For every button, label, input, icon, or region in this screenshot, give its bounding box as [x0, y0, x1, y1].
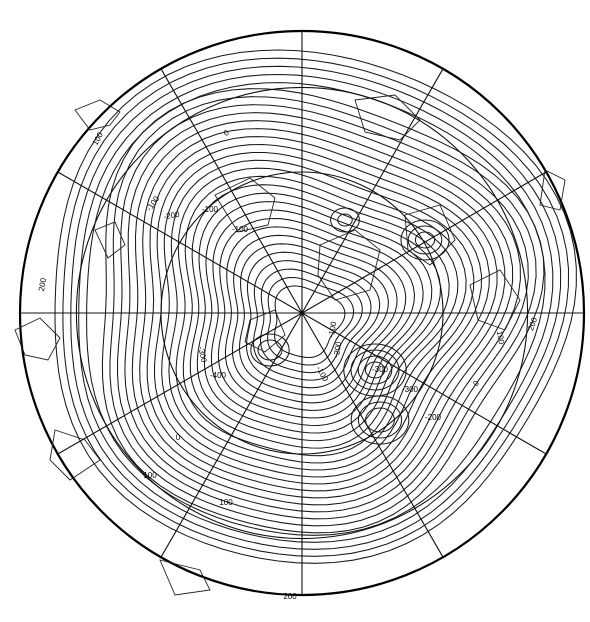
- contour-line: [78, 73, 554, 543]
- coastline: [317, 229, 381, 301]
- coastline: [539, 169, 566, 211]
- coastline: [94, 221, 126, 259]
- contour-line: [189, 184, 450, 449]
- contour-line: [259, 268, 363, 374]
- contour-label: 200: [37, 277, 48, 292]
- contour-line: [70, 65, 562, 550]
- closed-cell-contour: [350, 395, 410, 445]
- contour-line: [101, 88, 545, 534]
- closed-cell-contour: [357, 355, 393, 385]
- contour-line: [168, 159, 475, 471]
- closed-cell-contour: [364, 361, 386, 379]
- contour-label: -100: [202, 205, 219, 214]
- contour-line: [124, 112, 521, 513]
- contour-label: -300: [196, 346, 208, 364]
- contour-line: [231, 234, 398, 404]
- coastline: [244, 309, 286, 353]
- closed-cell-contour: [357, 401, 403, 439]
- contour-line: [54, 49, 577, 564]
- coastline: [49, 429, 101, 481]
- contour-label: -400: [210, 371, 227, 380]
- coastline: [404, 204, 456, 266]
- contour-label: -100: [232, 225, 249, 234]
- meridian-line: [57, 171, 547, 455]
- contour-label: -200: [425, 413, 442, 422]
- coastline: [469, 269, 521, 331]
- contour-line: [217, 217, 415, 419]
- closed-cell-contour: [337, 213, 353, 227]
- contour-label: -100: [327, 320, 339, 338]
- contour-label: 0: [176, 433, 181, 442]
- contour-line: [238, 243, 389, 396]
- coastlines: [14, 94, 566, 596]
- contour-label: -300: [372, 365, 389, 374]
- contour-line: [161, 151, 483, 478]
- contour-line: [109, 96, 537, 527]
- contour-line: [224, 226, 407, 411]
- closed-cell-contour: [257, 339, 283, 361]
- contour-label: 0: [222, 128, 232, 138]
- contour-line: [131, 120, 514, 506]
- contour-label: 100: [495, 330, 506, 345]
- latitude-circle: [75, 86, 529, 540]
- contour-line: [86, 82, 546, 536]
- contour-line: [203, 201, 433, 434]
- contour-label: 200: [283, 592, 297, 601]
- contour-label: -200: [163, 210, 181, 222]
- closed-cell-contour: [350, 349, 400, 391]
- contour-label: 100: [143, 471, 157, 480]
- contour-line: [146, 136, 498, 492]
- closed-cell-contour: [330, 207, 360, 233]
- contour-line: [62, 57, 570, 557]
- contour-label: 0: [471, 378, 481, 388]
- contour-line: [196, 192, 442, 442]
- latitude-circle: [160, 171, 444, 455]
- coastline: [214, 177, 276, 233]
- closed-cell-contour: [400, 219, 450, 261]
- contour-line: [139, 128, 506, 499]
- contour-label: -200: [332, 340, 344, 358]
- coastline: [354, 94, 421, 141]
- contour-label: 100: [219, 498, 233, 507]
- closed-cell-contour: [407, 225, 443, 255]
- contour-line: [210, 209, 424, 427]
- closed-cell-contour: [414, 231, 436, 249]
- contour-label: 200: [526, 316, 539, 332]
- closed-cell-contour: [250, 333, 290, 367]
- contour-line: [252, 260, 372, 381]
- contour-line: [245, 251, 381, 389]
- lat-lon-grid: [20, 31, 584, 595]
- coastline: [14, 317, 61, 361]
- coastline: [159, 559, 211, 596]
- contour-line: [116, 104, 529, 520]
- contour-label: -300: [402, 385, 419, 394]
- coastline: [74, 99, 121, 131]
